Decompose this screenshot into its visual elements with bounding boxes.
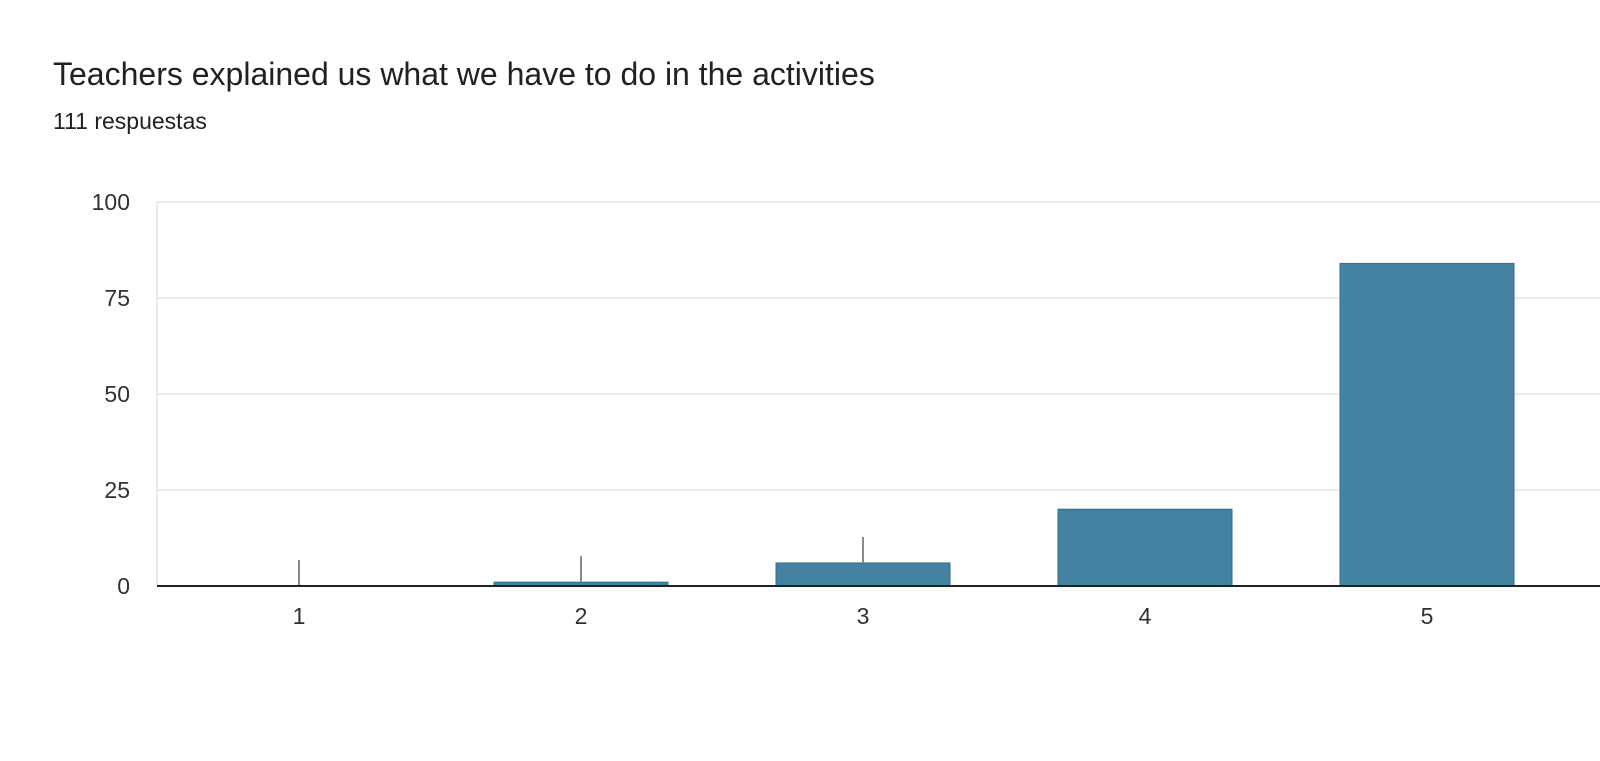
y-tick-label: 100 [92,189,130,215]
x-tick-label: 4 [1139,603,1152,629]
y-tick-label: 50 [104,381,130,407]
response-count: 111 respuestas [53,108,207,134]
bar-4 [1057,508,1233,587]
question-title: Teachers explained us what we have to do… [53,56,875,92]
x-tick-label: 1 [293,603,306,629]
bars [493,262,1515,587]
category-indicators [298,536,864,586]
y-axis-tick-labels: 0 25 50 75 100 [92,189,130,599]
x-axis-tick-labels: 1 2 3 4 5 [293,603,1434,629]
x-tick-label: 3 [857,603,870,629]
x-tick-label: 5 [1421,603,1434,629]
y-tick-label: 25 [104,477,130,503]
x-tick-label: 2 [575,603,588,629]
bar-5 [1339,262,1515,587]
bar-3 [775,562,951,587]
y-tick-label: 75 [104,285,130,311]
y-tick-label: 0 [117,573,130,599]
